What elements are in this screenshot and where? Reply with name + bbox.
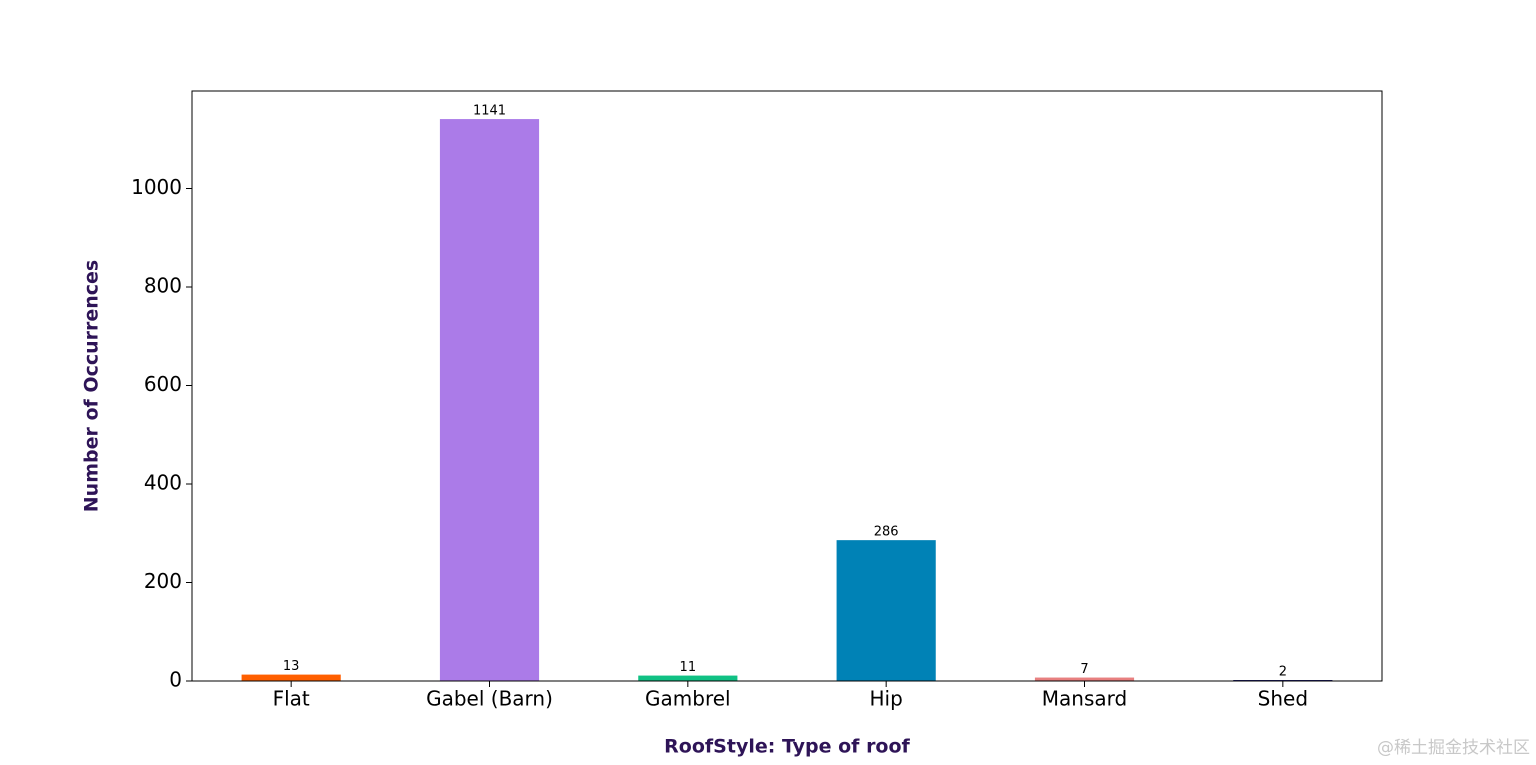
- value-label: 2: [1279, 665, 1287, 680]
- bar: [439, 119, 540, 682]
- value-label: 1141: [473, 104, 506, 119]
- bar: [836, 540, 936, 681]
- value-label: 11: [680, 660, 697, 675]
- value-label: 13: [283, 659, 300, 674]
- x-tick-label: Mansard: [1042, 687, 1127, 711]
- y-tick-label: 600: [144, 372, 182, 396]
- y-tick-label: 200: [144, 569, 182, 593]
- y-tick-label: 0: [169, 668, 182, 692]
- x-tick-label: Shed: [1258, 687, 1308, 711]
- bar: [1034, 677, 1135, 681]
- value-label: 286: [874, 525, 899, 540]
- y-tick-label: 800: [144, 274, 182, 298]
- x-tick-label: Flat: [273, 687, 310, 711]
- plot-frame: [191, 90, 1383, 682]
- value-label: 7: [1080, 662, 1088, 677]
- y-axis-label: Number of Occurrences: [81, 260, 103, 512]
- y-tick-label: 400: [144, 471, 182, 495]
- bar: [241, 674, 341, 681]
- x-tick-label: Hip: [870, 687, 903, 711]
- bar: [638, 675, 738, 681]
- x-axis-label: RoofStyle: Type of roof: [664, 736, 910, 758]
- x-tick-label: Gabel (Barn): [426, 687, 553, 711]
- y-tick-label: 1000: [131, 175, 182, 199]
- watermark: @稀土掘金技术社区: [1377, 738, 1530, 758]
- x-tick-label: Gambrel: [645, 687, 731, 711]
